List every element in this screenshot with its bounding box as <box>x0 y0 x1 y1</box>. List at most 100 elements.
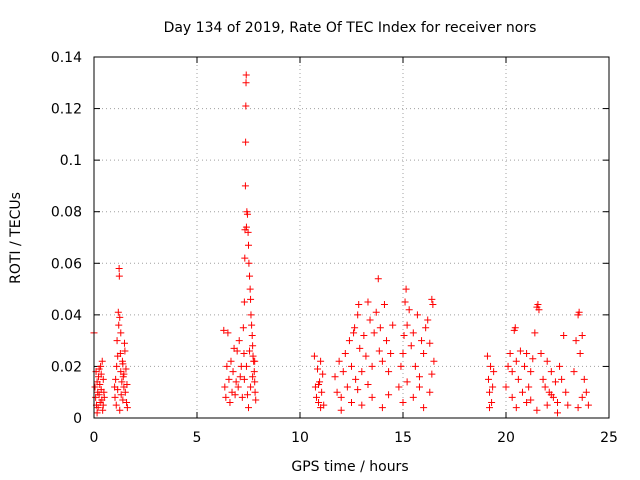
data-point-marker <box>383 337 391 345</box>
data-point-marker <box>355 301 363 309</box>
data-point-marker <box>537 350 545 358</box>
data-point-marker <box>403 321 411 329</box>
data-point-marker <box>114 386 122 394</box>
data-point-marker <box>343 383 351 391</box>
data-point-marker <box>220 326 228 334</box>
data-point-marker <box>575 308 583 316</box>
data-point-marker <box>229 368 237 376</box>
data-point-marker <box>580 375 588 383</box>
data-point-marker <box>238 393 246 401</box>
x-tick-label: 0 <box>90 430 99 446</box>
data-point-marker <box>527 396 535 404</box>
data-point-marker <box>535 306 543 314</box>
data-point-marker <box>385 391 393 399</box>
data-point-marker <box>554 409 561 417</box>
data-point-marker <box>511 324 519 332</box>
data-point-marker <box>341 350 349 358</box>
data-point-marker <box>533 406 541 414</box>
data-point-marker <box>375 347 383 355</box>
data-point-marker <box>364 298 372 306</box>
tick-labels: 0 5 10 15 20 25 0 0.02 0.04 0.06 0.08 0.1 0.12 0.14 <box>51 50 618 446</box>
data-point-marker <box>319 370 327 378</box>
data-point-marker <box>484 375 492 383</box>
data-point-marker <box>116 406 124 414</box>
data-point-marker <box>358 401 366 409</box>
data-point-marker <box>554 399 561 407</box>
y-tick-label: 0.04 <box>51 308 82 324</box>
data-point-marker <box>543 357 551 365</box>
data-point-marker <box>518 388 526 396</box>
data-point-marker <box>547 391 555 399</box>
data-point-marker <box>564 401 572 409</box>
data-point-marker <box>335 357 343 365</box>
data-point-marker <box>397 362 405 370</box>
data-point-marker <box>368 393 376 401</box>
data-point-marker <box>339 368 347 376</box>
data-point-marker <box>527 368 535 376</box>
data-point-marker <box>315 380 323 388</box>
data-point-marker <box>245 259 253 267</box>
data-point-marker <box>119 396 127 404</box>
data-point-marker <box>560 331 568 339</box>
data-point-marker <box>95 365 103 373</box>
data-point-marker <box>362 352 370 360</box>
data-point-marker <box>242 223 250 231</box>
data-point-marker <box>245 241 252 249</box>
data-point-marker <box>541 383 549 391</box>
data-point-marker <box>318 388 326 396</box>
data-point-marker <box>235 337 243 345</box>
data-point-marker <box>350 329 358 337</box>
data-point-marker <box>225 375 233 383</box>
data-point-marker <box>364 380 372 388</box>
data-point-marker <box>514 375 522 383</box>
data-point-marker <box>224 329 232 337</box>
data-point-marker <box>351 324 359 332</box>
data-point-marker <box>420 404 428 412</box>
data-point-marker <box>99 401 107 409</box>
data-point-marker <box>487 362 495 370</box>
data-point-marker <box>345 337 353 345</box>
data-point-marker <box>348 399 355 407</box>
data-point-marker <box>251 388 259 396</box>
data-point-marker <box>504 362 512 370</box>
data-point-marker <box>312 393 320 401</box>
data-point-marker <box>424 316 432 324</box>
data-point-marker <box>418 337 426 345</box>
data-point-marker <box>578 331 586 339</box>
data-point-marker <box>426 388 434 396</box>
data-point-marker <box>94 404 102 412</box>
data-point-marker <box>486 404 494 412</box>
data-point-marker <box>543 401 551 409</box>
data-point-marker <box>409 329 417 337</box>
data-point-marker <box>112 401 120 409</box>
data-point-marker <box>123 399 131 407</box>
data-point-marker <box>123 404 131 412</box>
data-point-marker <box>489 383 497 391</box>
data-point-marker <box>115 321 123 329</box>
data-point-marker <box>508 368 516 376</box>
y-tick-label: 0.1 <box>60 153 82 169</box>
data-point-marker <box>243 210 251 218</box>
y-tick-label: 0.12 <box>51 102 82 118</box>
data-point-marker <box>529 355 537 363</box>
data-point-marker <box>525 383 533 391</box>
data-point-marker <box>385 368 393 376</box>
data-point-marker <box>240 375 248 383</box>
data-point-marker <box>314 365 322 373</box>
data-point-marker <box>247 383 255 391</box>
data-point-marker <box>96 380 104 388</box>
data-point-marker <box>239 324 247 332</box>
data-point-marker <box>226 399 234 407</box>
data-point-marker <box>317 404 325 412</box>
data-point-marker <box>251 357 259 365</box>
data-point-marker <box>246 285 254 293</box>
data-point-marker <box>354 311 362 319</box>
data-point-marker <box>387 350 395 358</box>
data-point-marker <box>337 406 345 414</box>
data-point-marker <box>232 378 240 386</box>
data-point-marker <box>348 362 355 370</box>
x-tick-label: 10 <box>291 430 309 446</box>
data-point-marker <box>247 295 255 303</box>
data-point-marker <box>356 344 364 352</box>
data-point-marker <box>407 342 415 350</box>
